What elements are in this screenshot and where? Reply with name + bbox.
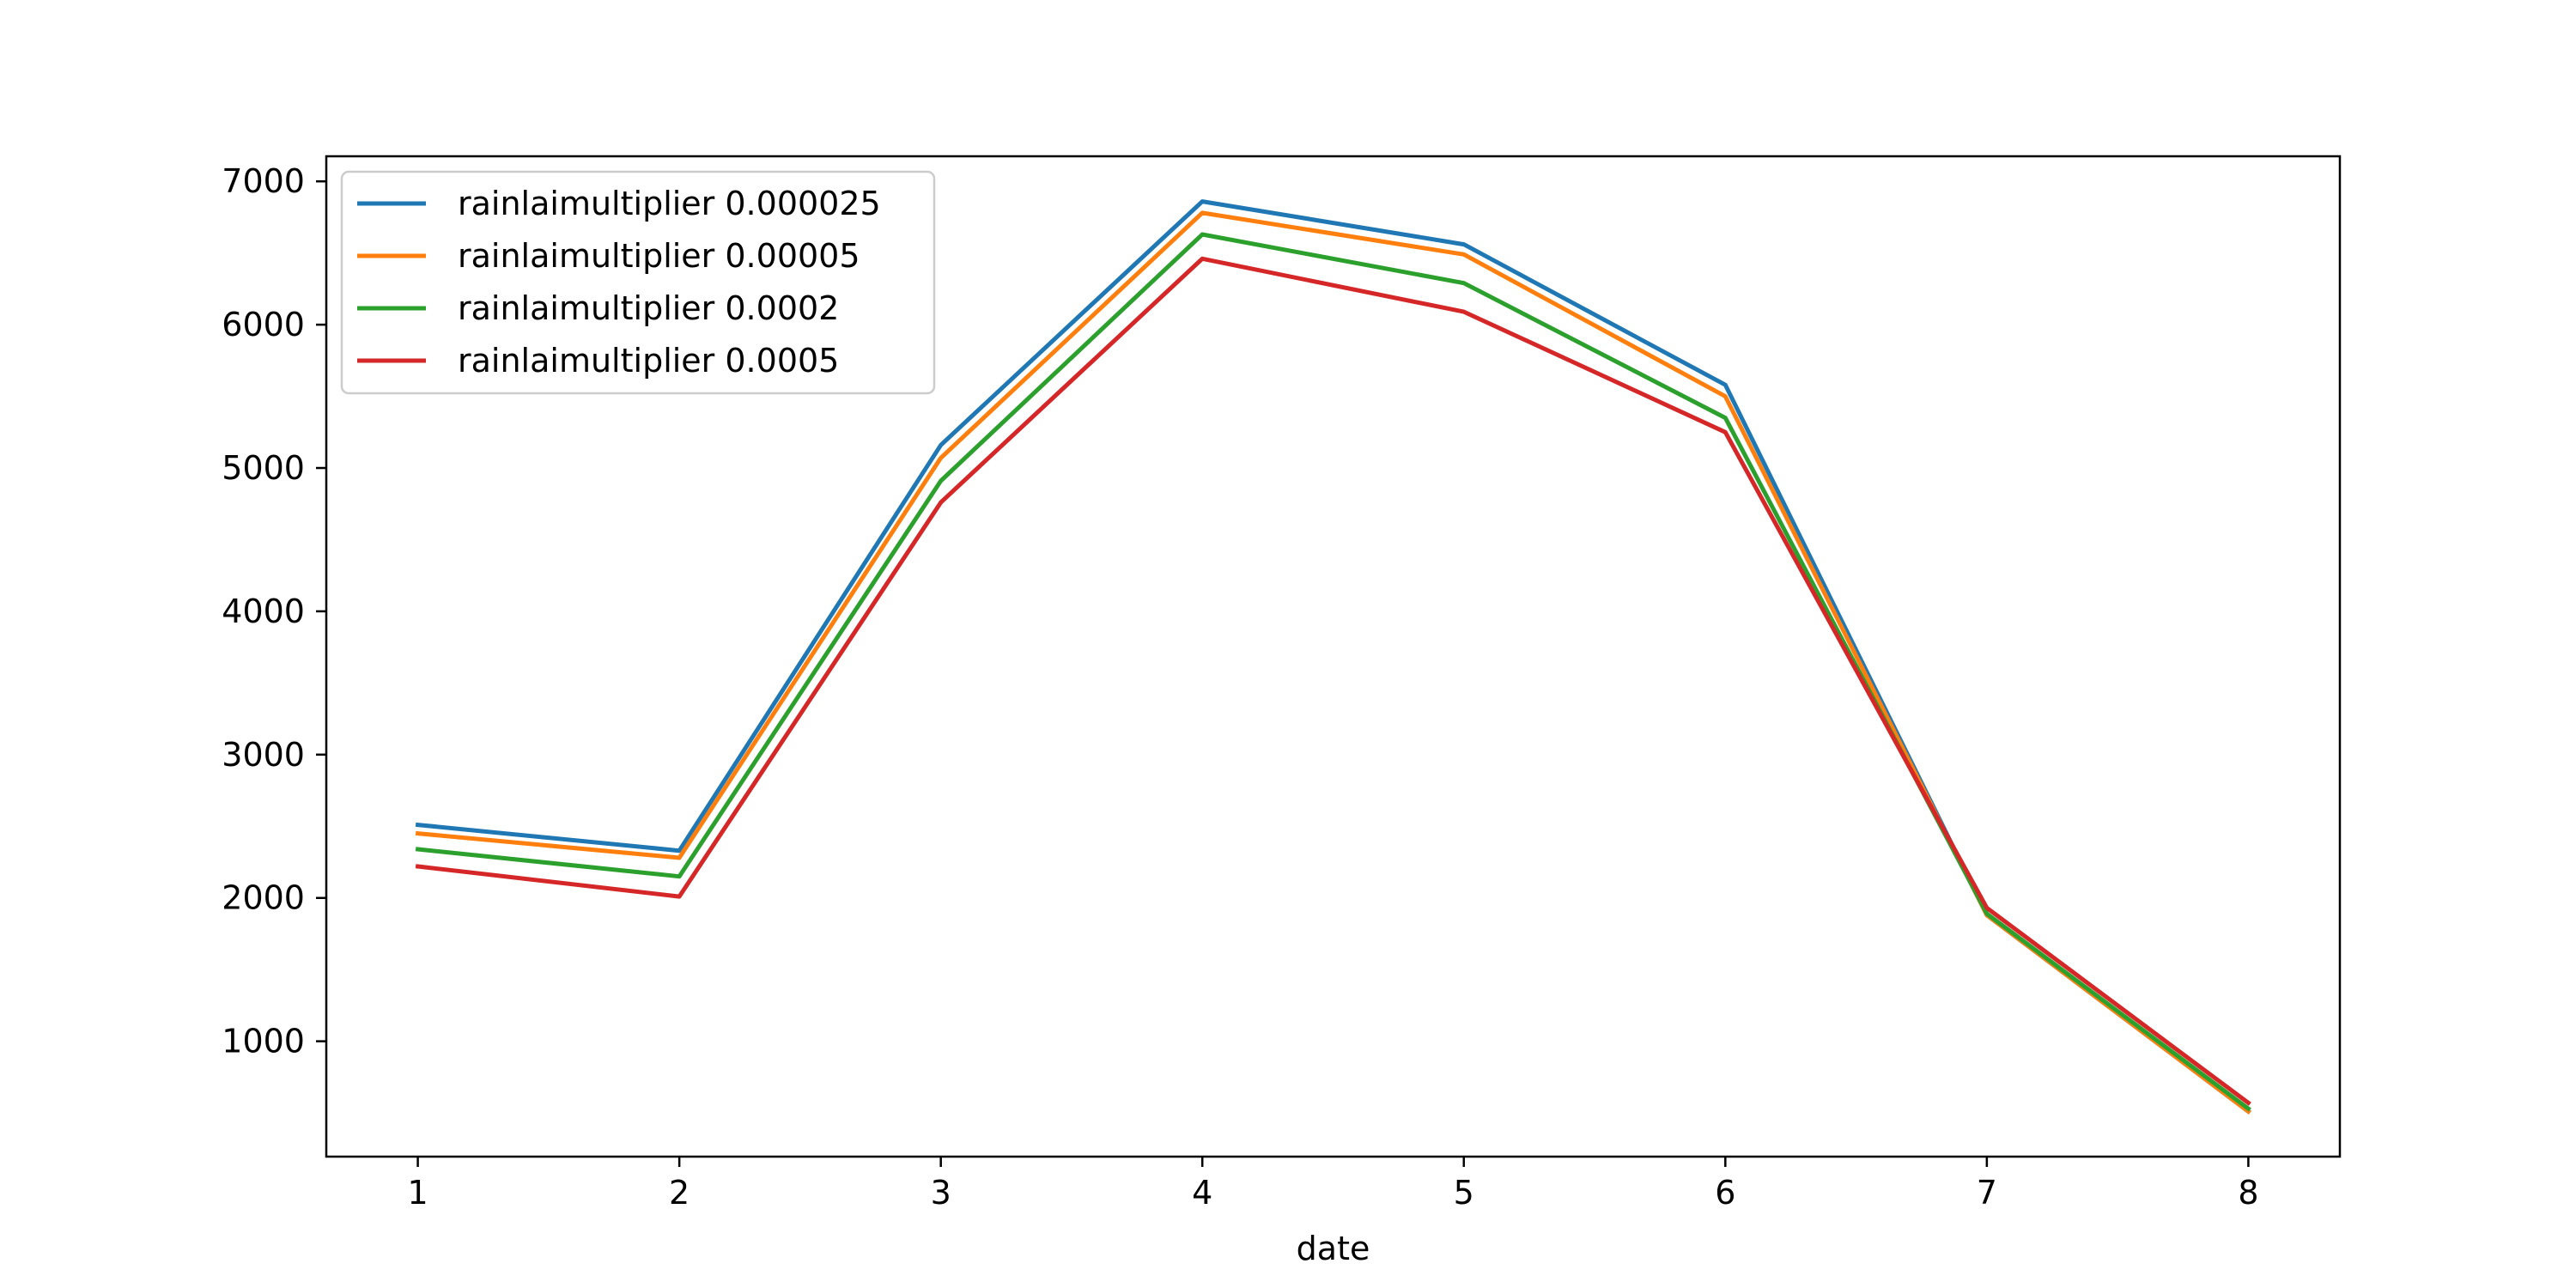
y-tick-label: 2000: [222, 879, 305, 917]
x-axis-ticks: 1 2 3 4 5 6 7 8: [407, 1157, 2259, 1212]
legend-label-2: rainlaimultiplier 0.00005: [458, 237, 860, 275]
legend: rainlaimultiplier 0.000025 rainlaimultipl…: [340, 170, 936, 395]
x-tick-label: 7: [1977, 1174, 1997, 1212]
x-tick-label: 4: [1192, 1174, 1212, 1212]
legend-box: [340, 170, 936, 395]
x-tick-label: 2: [669, 1174, 690, 1212]
x-tick-label: 6: [1715, 1174, 1735, 1212]
legend-label-3: rainlaimultiplier 0.0002: [458, 289, 839, 327]
x-axis-title: date: [1297, 1230, 1370, 1267]
plot-lines: [415, 199, 2251, 1115]
y-tick-label: 6000: [222, 306, 305, 343]
x-tick-label: 8: [2238, 1174, 2258, 1212]
legend-label-1: rainlaimultiplier 0.000025: [458, 185, 881, 222]
series-line-4: [415, 256, 2251, 1106]
y-tick-label: 1000: [222, 1023, 305, 1060]
x-tick-label: 5: [1454, 1174, 1474, 1212]
y-axis-ticks: 1000 2000 3000 4000 5000 6000 7000: [222, 162, 326, 1060]
y-tick-label: 5000: [222, 449, 305, 487]
y-tick-label: 4000: [222, 592, 305, 630]
x-tick-label: 1: [407, 1174, 428, 1212]
plot-frame: [325, 155, 2342, 1158]
y-tick-label: 3000: [222, 736, 305, 774]
y-tick-label: 7000: [222, 162, 305, 200]
legend-label-4: rainlaimultiplier 0.0005: [458, 342, 839, 380]
x-tick-label: 3: [931, 1174, 951, 1212]
